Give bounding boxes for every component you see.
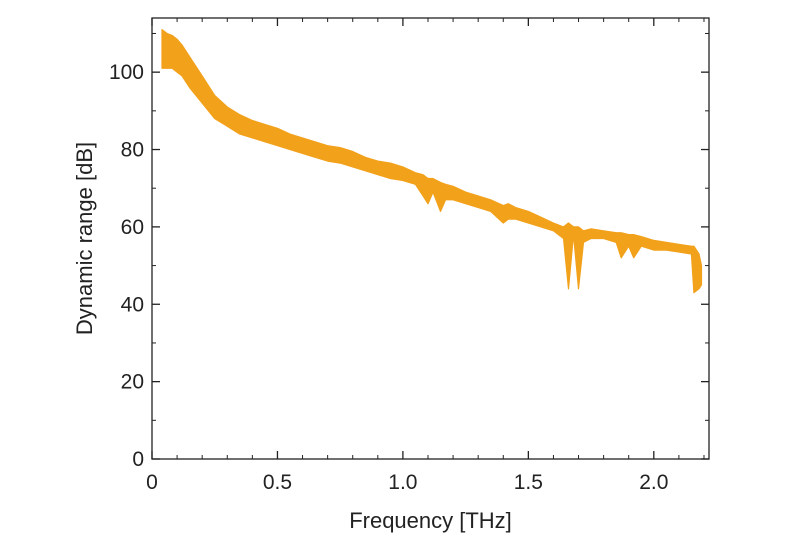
- y-tick-label: 0: [132, 448, 144, 471]
- x-tick-label: 0.5: [263, 471, 292, 494]
- y-tick-label: 60: [121, 216, 144, 239]
- y-tick-label: 20: [121, 371, 144, 394]
- x-tick-label: 1.0: [388, 471, 417, 494]
- x-axis-ticks: 0 0.5 1.0 1.5 2.0: [146, 18, 705, 494]
- y-tick-label: 80: [121, 139, 144, 162]
- x-tick-label: 2.0: [639, 471, 668, 494]
- x-axis-title: Frequency [THz]: [349, 508, 512, 533]
- y-axis-title: Dynamic range [dB]: [72, 142, 97, 335]
- y-axis-ticks: 0 20 40 60 80 100: [109, 32, 709, 471]
- plot-frame: [151, 17, 710, 460]
- y-tick-label: 40: [121, 293, 144, 316]
- x-tick-label: 0: [146, 471, 158, 494]
- series-layer: [161, 29, 703, 294]
- y-tick-label: 100: [109, 61, 144, 84]
- x-tick-label: 1.5: [514, 471, 543, 494]
- series-band: [161, 29, 703, 294]
